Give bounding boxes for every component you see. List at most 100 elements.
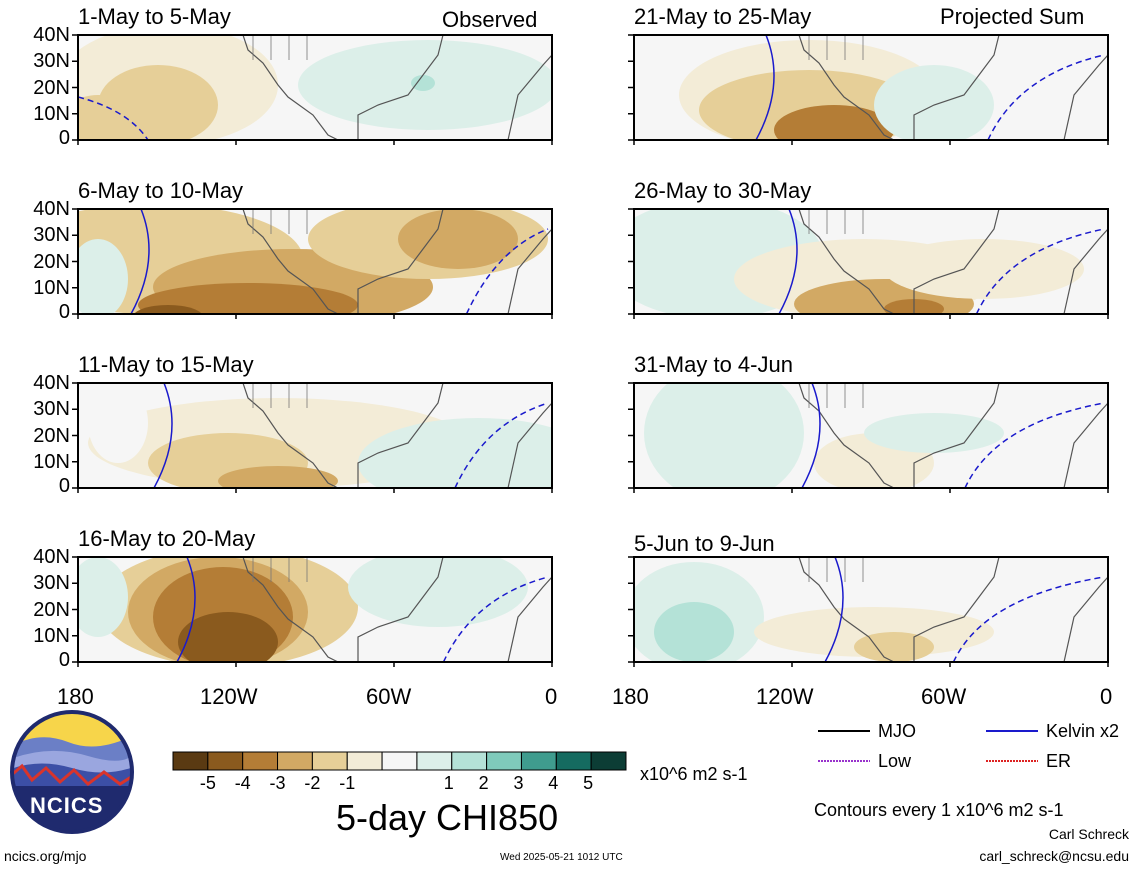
coastline: [798, 35, 1000, 140]
kelvin-contour-negative: [964, 402, 1105, 488]
coastline: [1063, 54, 1108, 140]
colorbar-swatch: [207, 751, 244, 771]
panel-tag-observed: Observed: [442, 7, 538, 32]
colorbar: [172, 751, 627, 771]
colorbar-units: x10^6 m2 s-1: [640, 764, 748, 784]
kelvin-contour-negative: [987, 54, 1105, 140]
lat-label: 30N: [33, 572, 70, 595]
lat-label: 10N: [33, 276, 70, 299]
anomaly-shading: [874, 65, 994, 140]
legend-low-label: Low: [878, 751, 912, 771]
lat-label: 40N: [33, 24, 70, 46]
colorbar-label: 1: [443, 773, 454, 793]
anomaly-shading: [774, 105, 894, 140]
kelvin-contour-negative: [442, 576, 549, 662]
panel-title-4: 16-May to 20-May: [78, 526, 256, 551]
anomaly-shading: [864, 413, 1004, 453]
lat-label: 20N: [33, 424, 70, 447]
lat-label: 30N: [33, 398, 70, 421]
kelvin-contour: [130, 209, 150, 314]
colorbar-label: -2: [304, 773, 321, 793]
kelvin-contour: [153, 383, 173, 488]
lat-label: 20N: [33, 598, 70, 621]
panel-title-6: 26-May to 30-May: [634, 178, 812, 203]
anomaly-shading: [178, 612, 278, 662]
coastline: [242, 383, 444, 488]
anomaly-shading: [398, 209, 518, 269]
anomaly-shading: [654, 602, 734, 662]
panel-0-3: [72, 556, 553, 667]
anomaly-shading: [754, 607, 994, 657]
lat-label: 0: [58, 127, 70, 149]
colorbar-label: -4: [234, 773, 251, 793]
anomaly-shading: [78, 95, 138, 140]
kelvin-contour-negative: [454, 402, 549, 488]
kelvin-contour: [801, 383, 821, 488]
panel-title-8: 5-Jun to 9-Jun: [634, 531, 775, 556]
timestamp: Wed 2025-05-21 1012 UTC: [500, 852, 623, 863]
lon-label-180-left: 180: [57, 684, 94, 709]
coastline: [798, 557, 1000, 662]
panel-title-1: 1-May to 5-May: [78, 4, 231, 29]
anomaly-shading: [644, 383, 804, 488]
panel-0-0: [72, 34, 553, 145]
colorbar-swatch: [416, 751, 453, 771]
colorbar-swatch: [346, 751, 383, 771]
colorbar-label: 3: [513, 773, 524, 793]
lon-label-120w-right: 120W: [756, 684, 814, 709]
lon-label-120w-left: 120W: [200, 684, 258, 709]
lon-label-0-left: 0: [545, 684, 558, 709]
panel-1-2: [628, 382, 1109, 493]
site-url: ncics.org/mjo: [4, 848, 87, 864]
coastline: [242, 557, 444, 662]
colorbar-swatch: [311, 751, 348, 771]
kelvin-contour: [755, 35, 775, 140]
panel-0-2: [72, 382, 553, 493]
lon-label-60w-left: 60W: [366, 684, 412, 709]
anomaly-shading: [348, 557, 528, 627]
colorbar-label: 2: [478, 773, 489, 793]
panel-0-1: [72, 208, 553, 319]
lat-label: 40N: [33, 546, 70, 568]
lat-label: 40N: [33, 198, 70, 220]
panel-title-7: 31-May to 4-Jun: [634, 352, 793, 377]
colorbar-swatch: [381, 751, 418, 771]
kelvin-contour-negative: [975, 228, 1105, 314]
kelvin-contour: [176, 557, 196, 662]
colorbar-swatch: [242, 751, 279, 771]
lon-label-0-right: 0: [1100, 684, 1113, 709]
panel-title-3: 11-May to 15-May: [78, 352, 254, 377]
kelvin-contour: [778, 209, 798, 314]
lon-label-180-right: 180: [612, 684, 649, 709]
colorbar-swatch: [451, 751, 488, 771]
lat-label: 10N: [33, 624, 70, 647]
coastline: [1063, 576, 1108, 662]
legend-kelvin-label: Kelvin x2: [1046, 721, 1120, 741]
legend-mjo-label: MJO: [878, 721, 916, 741]
anomaly-shading: [218, 466, 338, 488]
coastline: [798, 209, 1000, 314]
colorbar-swatch: [555, 751, 592, 771]
coastline: [507, 228, 552, 314]
colorbar-label: -1: [339, 773, 356, 793]
kelvin-contour: [824, 557, 844, 662]
panel-title-5: 21-May to 25-May: [634, 4, 812, 29]
anomaly-shading: [411, 75, 435, 91]
panel-title-2: 6-May to 10-May: [78, 178, 244, 203]
lat-label: 30N: [33, 224, 70, 247]
contours-note: Contours every 1 x10^6 m2 s-1: [814, 800, 1064, 820]
panel-tag-projected: Projected Sum: [940, 4, 1085, 29]
coastline: [507, 402, 552, 488]
colorbar-label: 5: [583, 773, 594, 793]
colorbar-swatch: [590, 751, 627, 771]
lat-label: 0: [58, 649, 70, 671]
kelvin-contour-negative: [465, 228, 549, 314]
anomaly-shading: [358, 418, 552, 488]
lat-label: 10N: [33, 102, 70, 125]
panel-1-3: [628, 556, 1109, 667]
colorbar-label: -5: [199, 773, 216, 793]
colorbar-swatch: [520, 751, 557, 771]
coastline: [242, 35, 444, 140]
legend-er-label: ER: [1046, 751, 1072, 771]
kelvin-contour-negative: [78, 96, 149, 140]
